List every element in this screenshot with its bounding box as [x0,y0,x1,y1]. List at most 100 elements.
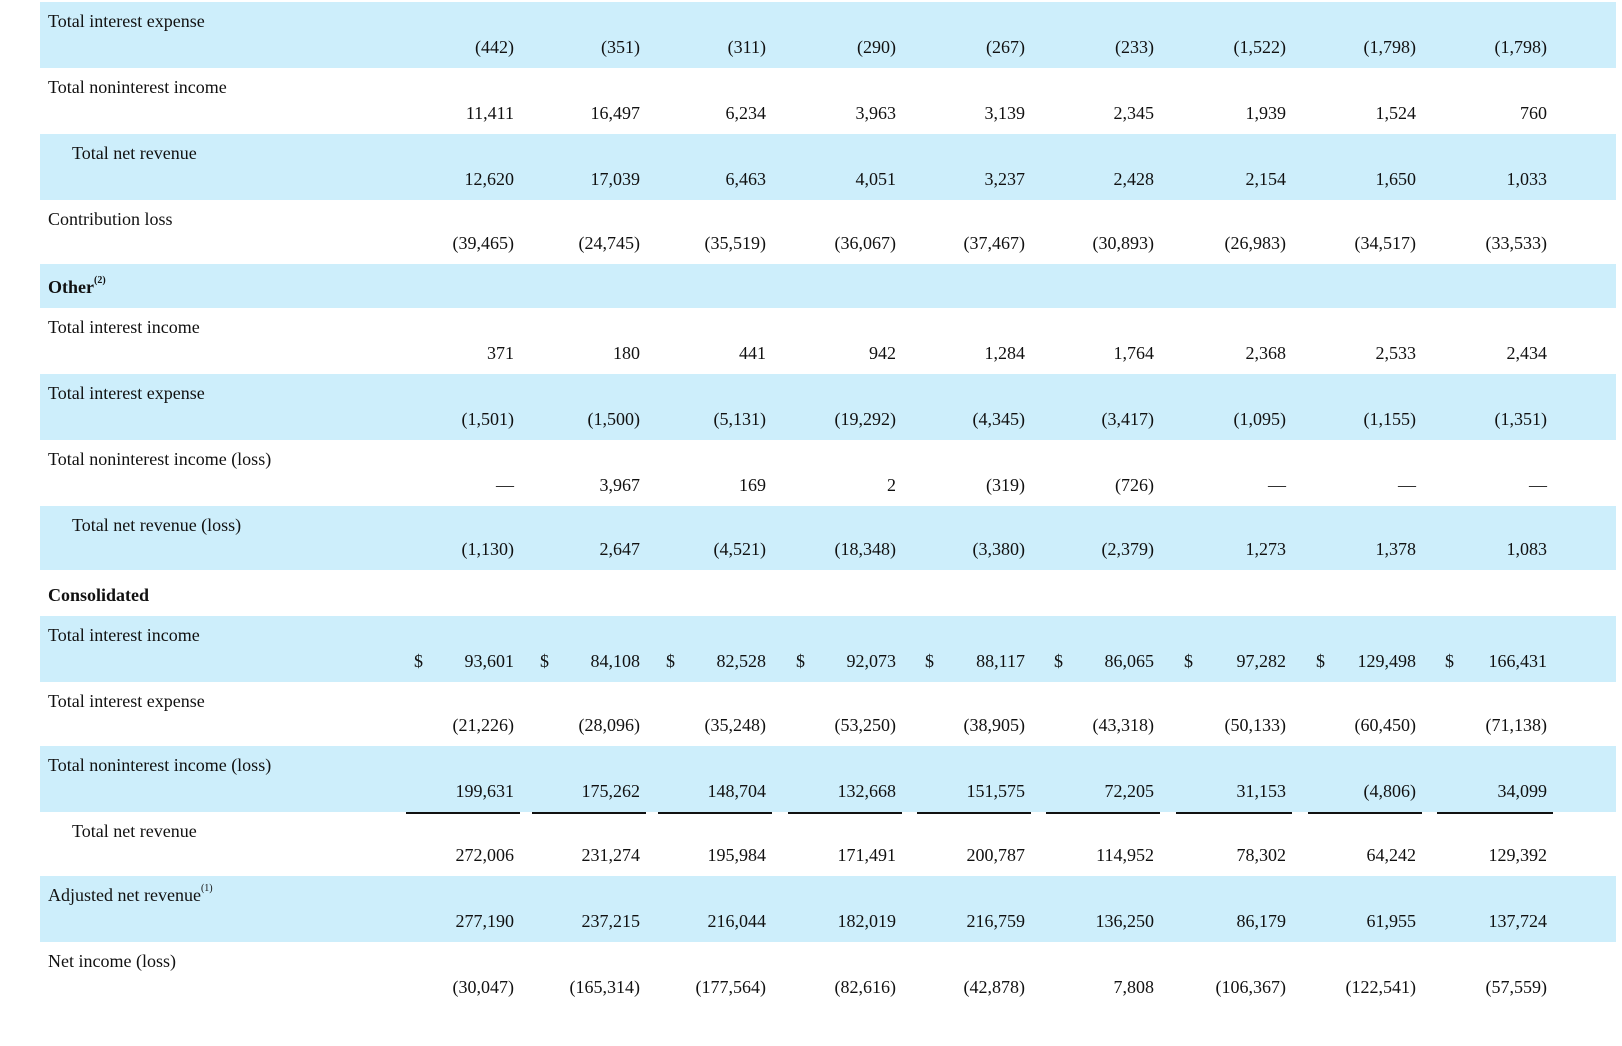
table-cell: 2,434 [1437,308,1553,374]
row-label-text: Total noninterest income (loss) [48,755,272,775]
cell-value: (3,417) [1101,409,1155,429]
table-cell: $88,117 [917,616,1031,682]
cell-value: 1,083 [1506,539,1548,559]
table-cell: — [1437,440,1553,508]
currency-symbol: $ [1054,651,1063,671]
table-cell: 760 [1437,68,1553,136]
cell-value: (28,096) [578,715,641,735]
table-cell: 16,497 [532,68,646,136]
table-cell: $129,498 [1308,616,1422,682]
table-cell: 6,234 [658,68,772,136]
table-cell: 1,939 [1176,68,1292,136]
table-cell: 6,463 [658,134,772,200]
table-cell: 1,764 [1046,308,1160,374]
footnote-marker: (1) [200,883,213,894]
row-label-text: Total noninterest income [48,77,227,97]
table-cell: 114,952 [1046,812,1160,876]
cell-value: (37,467) [963,233,1026,253]
cell-value: — [496,475,514,495]
cell-value: (53,250) [834,715,897,735]
table-cell: (442) [406,2,520,68]
cell-value: (122,541) [1345,977,1417,997]
cell-value: (19,292) [834,409,897,429]
cell-value: 216,044 [707,911,767,931]
cell-value: 72,205 [1104,781,1155,801]
table-cell: $92,073 [788,616,902,682]
cell-value: 200,787 [966,845,1026,865]
cell-value: 82,528 [716,651,767,671]
table-cell: 61,955 [1308,876,1422,942]
table-cell: (19,292) [788,374,902,440]
cell-value: 1,378 [1375,539,1417,559]
table-cell: 132,668 [788,746,902,814]
currency-symbol: $ [540,651,549,671]
row-label-text: Total noninterest income (loss) [48,449,272,469]
cell-value: (165,314) [569,977,641,997]
table-cell: (5,131) [658,374,772,440]
table-cell: (30,047) [406,942,520,1008]
table-cell: — [1176,440,1292,508]
cell-value: (1,155) [1363,409,1417,429]
table-cell: 11,411 [406,68,520,136]
cell-value: 11,411 [465,103,514,123]
table-row: Total interest income $93,601 $84,108 $82,5… [40,616,1616,682]
table-cell: 3,237 [917,134,1031,200]
cell-value: (1,500) [587,409,641,429]
table-cell: 272,006 [406,812,520,876]
table-cell: 2,345 [1046,68,1160,136]
cell-value: (60,450) [1354,715,1417,735]
table-cell: (177,564) [658,942,772,1008]
cell-value: 2,533 [1375,343,1417,363]
cell-value: 132,668 [837,781,897,801]
cell-value: (26,983) [1224,233,1287,253]
table-cell: (18,348) [788,506,902,570]
cell-value: (39,465) [452,233,515,253]
table-cell: (50,133) [1176,682,1292,746]
cell-value: (311) [727,37,766,57]
cell-value: 84,108 [590,651,641,671]
table-cell: 180 [532,308,646,374]
row-label: Total noninterest income (loss) [48,755,271,776]
cell-value: 199,631 [455,781,515,801]
table-row: Total interest expense (21,226) (28,096) (3… [40,682,1616,746]
table-cell: 371 [406,308,520,374]
cell-value: 3,139 [984,103,1026,123]
cell-value: 760 [1520,103,1547,123]
cell-value: 61,955 [1366,911,1417,931]
cell-value: (21,226) [452,715,515,735]
table-cell: — [1308,440,1422,508]
table-cell: (311) [658,2,772,68]
cell-value: (1,798) [1494,37,1548,57]
cell-value: 4,051 [855,169,897,189]
table-cell: 1,650 [1308,134,1422,200]
table-cell: (1,155) [1308,374,1422,440]
cell-value: (1,351) [1494,409,1548,429]
table-cell: (34,517) [1308,200,1422,264]
cell-value: (5,131) [713,409,767,429]
footnote-marker: (2) [93,275,106,286]
table-cell: 216,044 [658,876,772,942]
cell-value: (34,517) [1354,233,1417,253]
cell-value: 86,065 [1104,651,1155,671]
cell-value: 6,463 [725,169,767,189]
table-cell: (2,379) [1046,506,1160,570]
currency-symbol: $ [925,651,934,671]
cell-value: (2,379) [1101,539,1155,559]
row-label-text: Net income (loss) [48,951,176,971]
table-cell: (37,467) [917,200,1031,264]
table-cell: 1,033 [1437,134,1553,200]
currency-symbol: $ [414,651,423,671]
cell-value: 3,963 [855,103,897,123]
cell-value: 277,190 [455,911,515,931]
cell-value: 97,282 [1236,651,1287,671]
cell-value: 137,724 [1488,911,1548,931]
cell-value: 171,491 [837,845,897,865]
table-cell: 195,984 [658,812,772,876]
table-cell: (290) [788,2,902,68]
cell-value: 6,234 [725,103,767,123]
currency-symbol: $ [666,651,675,671]
cell-value: 16,497 [590,103,641,123]
table-cell: (33,533) [1437,200,1553,264]
table-cell: (60,450) [1308,682,1422,746]
